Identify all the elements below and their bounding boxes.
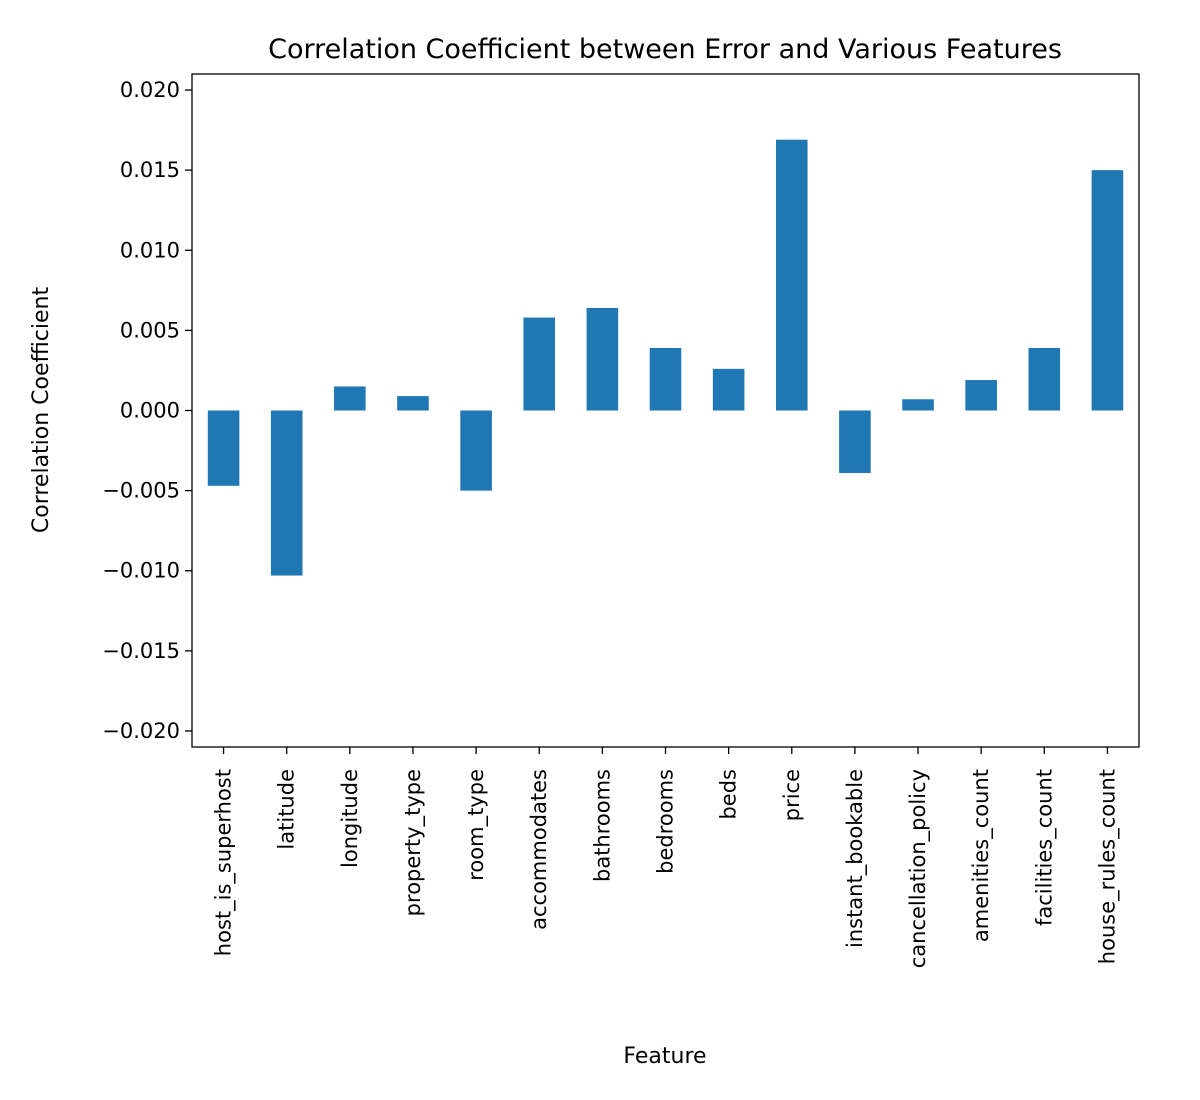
y-tick-label: 0.000	[120, 399, 180, 423]
y-tick-label: −0.010	[102, 559, 180, 583]
y-tick-label: −0.020	[102, 719, 180, 743]
x-tick-label-beds: beds	[717, 769, 741, 820]
bar-beds	[712, 368, 745, 411]
y-tick-label: −0.005	[102, 479, 180, 503]
x-tick-label-longitude: longitude	[338, 769, 362, 868]
x-tick-label-instant_bookable: instant_bookable	[843, 769, 868, 948]
x-tick-label-property_type: property_type	[401, 769, 426, 916]
x-tick-label-host_is_superhost: host_is_superhost	[212, 769, 237, 956]
y-tick-label: 0.020	[120, 78, 180, 102]
x-tick-label-house_rules_count: house_rules_count	[1095, 769, 1120, 964]
x-tick-label-facilities_count: facilities_count	[1032, 769, 1057, 926]
x-tick-label-bedrooms: bedrooms	[654, 769, 678, 874]
x-tick-label-accommodates: accommodates	[527, 769, 551, 930]
x-tick-label-latitude: latitude	[275, 769, 299, 850]
x-tick-label-price: price	[780, 769, 804, 821]
y-tick-label: 0.005	[120, 318, 180, 342]
y-axis-label: Correlation Coefficient	[29, 287, 54, 534]
bars-group	[207, 139, 1124, 576]
y-tick-label: −0.015	[102, 639, 180, 663]
bar-house_rules_count	[1091, 170, 1124, 411]
bar-bathrooms	[586, 307, 619, 411]
x-tick-label-cancellation_policy: cancellation_policy	[906, 769, 931, 968]
chart-title: Correlation Coefficient between Error an…	[268, 34, 1062, 65]
y-tick-label: 0.010	[120, 238, 180, 262]
bar-accommodates	[523, 317, 556, 411]
bar-cancellation_policy	[902, 399, 934, 411]
y-axis: 0.020 0.015 0.010 0.005 0.000 −0.005 −0.010 −0.…	[102, 78, 192, 743]
bar-property_type	[397, 396, 429, 411]
x-axis-label: Feature	[623, 1044, 706, 1069]
bar-price	[775, 139, 808, 411]
x-tick-label-amenities_count: amenities_count	[969, 769, 994, 942]
bar-longitude	[334, 386, 366, 411]
bar-amenities_count	[965, 380, 997, 411]
bar-facilities_count	[1028, 348, 1061, 411]
bar-host_is_superhost	[207, 410, 240, 486]
bar-latitude	[270, 410, 303, 576]
bar-instant_bookable	[839, 410, 871, 473]
bar-room_type	[460, 410, 492, 491]
y-tick-label: 0.015	[120, 158, 180, 182]
x-tick-label-bathrooms: bathrooms	[590, 769, 614, 882]
x-axis: host_is_superhost latitude longitude proper…	[212, 747, 1120, 968]
bar-bedrooms	[649, 348, 682, 411]
x-tick-label-room_type: room_type	[464, 769, 489, 881]
